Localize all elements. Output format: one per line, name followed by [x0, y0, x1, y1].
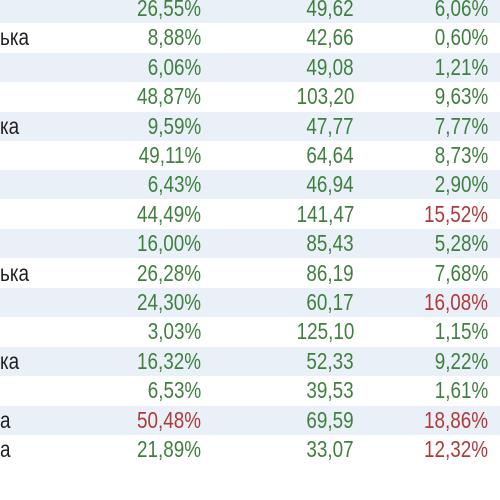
- percent-cell-1: 16,00%: [137, 230, 201, 257]
- value-cell: 141,47: [296, 200, 354, 227]
- value-cell: 47,77: [306, 112, 354, 139]
- table-row: 16,00% 85,43 5,28%: [0, 229, 500, 259]
- percent-cell-1: 6,06%: [147, 53, 201, 80]
- table-row: 44,49% 141,47 15,52%: [0, 200, 500, 229]
- percent-cell-2: 1,61%: [434, 377, 488, 404]
- table-row: 6,53% 39,53 1,61%: [0, 376, 500, 405]
- value-cell: 125,10: [296, 318, 354, 345]
- percent-cell-2: 1,15%: [434, 318, 488, 345]
- table-row: 6,43% 46,94 2,90%: [0, 170, 500, 200]
- percent-cell-1: 24,30%: [137, 289, 201, 315]
- value-cell: 64,64: [306, 142, 354, 168]
- table-row: а 21,89% 33,07 12,32%: [0, 435, 500, 464]
- table-row: 48,87% 103,20 9,63%: [0, 82, 500, 111]
- percent-cell-1: 3,03%: [147, 318, 201, 345]
- percent-cell-2: 1,21%: [434, 53, 488, 80]
- percent-cell-2: 5,28%: [434, 230, 488, 257]
- value-cell: 49,62: [306, 0, 354, 21]
- row-name-cell: ка: [0, 347, 20, 374]
- table-row: ка 9,59% 47,77 7,77%: [0, 111, 500, 141]
- value-cell: 33,07: [306, 436, 354, 462]
- percent-cell-2: 18,86%: [424, 406, 488, 433]
- percent-cell-1: 48,87%: [137, 83, 201, 110]
- percent-cell-2: 6,06%: [434, 0, 488, 21]
- percent-cell-1: 26,28%: [137, 259, 201, 286]
- percent-cell-1: 44,49%: [137, 200, 201, 227]
- value-cell: 52,33: [306, 347, 354, 374]
- value-cell: 39,53: [306, 377, 354, 404]
- table-row: а 50,48% 69,59 18,86%: [0, 405, 500, 435]
- table-row: ька 8,88% 42,66 0,60%: [0, 23, 500, 52]
- percent-cell-1: 8,88%: [147, 24, 201, 51]
- row-name-cell: а: [0, 436, 11, 462]
- percent-cell-1: 9,59%: [147, 112, 201, 139]
- value-cell: 85,43: [306, 230, 354, 257]
- percent-cell-2: 9,22%: [434, 347, 488, 374]
- percent-cell-1: 49,11%: [138, 142, 201, 168]
- percent-cell-1: 6,53%: [147, 377, 201, 404]
- percent-cell-2: 12,32%: [424, 436, 488, 462]
- percent-cell-2: 2,90%: [434, 171, 488, 198]
- percent-cell-2: 9,63%: [434, 83, 488, 110]
- percent-cell-2: 0,60%: [434, 24, 488, 51]
- table-row: 49,11% 64,64 8,73%: [0, 141, 500, 170]
- value-cell: 86,19: [306, 259, 354, 286]
- percent-cell-2: 8,73%: [434, 142, 488, 168]
- row-name-cell: а: [0, 406, 11, 433]
- table-row: 3,03% 125,10 1,15%: [0, 317, 500, 346]
- row-name-cell: ка: [0, 112, 20, 139]
- table-row: 26,55% 49,62 6,06%: [0, 0, 500, 23]
- table-row: ка 16,32% 52,33 9,22%: [0, 346, 500, 376]
- percent-cell-2: 7,77%: [434, 112, 488, 139]
- row-name-cell: ька: [0, 24, 29, 51]
- percent-cell-1: 16,32%: [137, 347, 201, 374]
- percent-cell-1: 26,55%: [137, 0, 201, 21]
- row-name-cell: ька: [0, 259, 29, 286]
- value-cell: 49,08: [306, 53, 354, 80]
- value-cell: 46,94: [306, 171, 354, 198]
- percent-cell-2: 15,52%: [424, 200, 488, 227]
- value-cell: 103,20: [296, 83, 354, 110]
- value-cell: 60,17: [306, 289, 354, 315]
- value-cell: 69,59: [306, 406, 354, 433]
- percent-cell-2: 7,68%: [434, 259, 488, 286]
- percent-cell-2: 16,08%: [424, 289, 488, 315]
- table-row: 24,30% 60,17 16,08%: [0, 288, 500, 317]
- table-row: 6,06% 49,08 1,21%: [0, 52, 500, 82]
- percent-cell-1: 21,89%: [137, 436, 201, 462]
- table-row: ька 26,28% 86,19 7,68%: [0, 259, 500, 288]
- value-cell: 42,66: [306, 24, 354, 51]
- percent-cell-1: 50,48%: [137, 406, 201, 433]
- percent-cell-1: 6,43%: [147, 171, 201, 198]
